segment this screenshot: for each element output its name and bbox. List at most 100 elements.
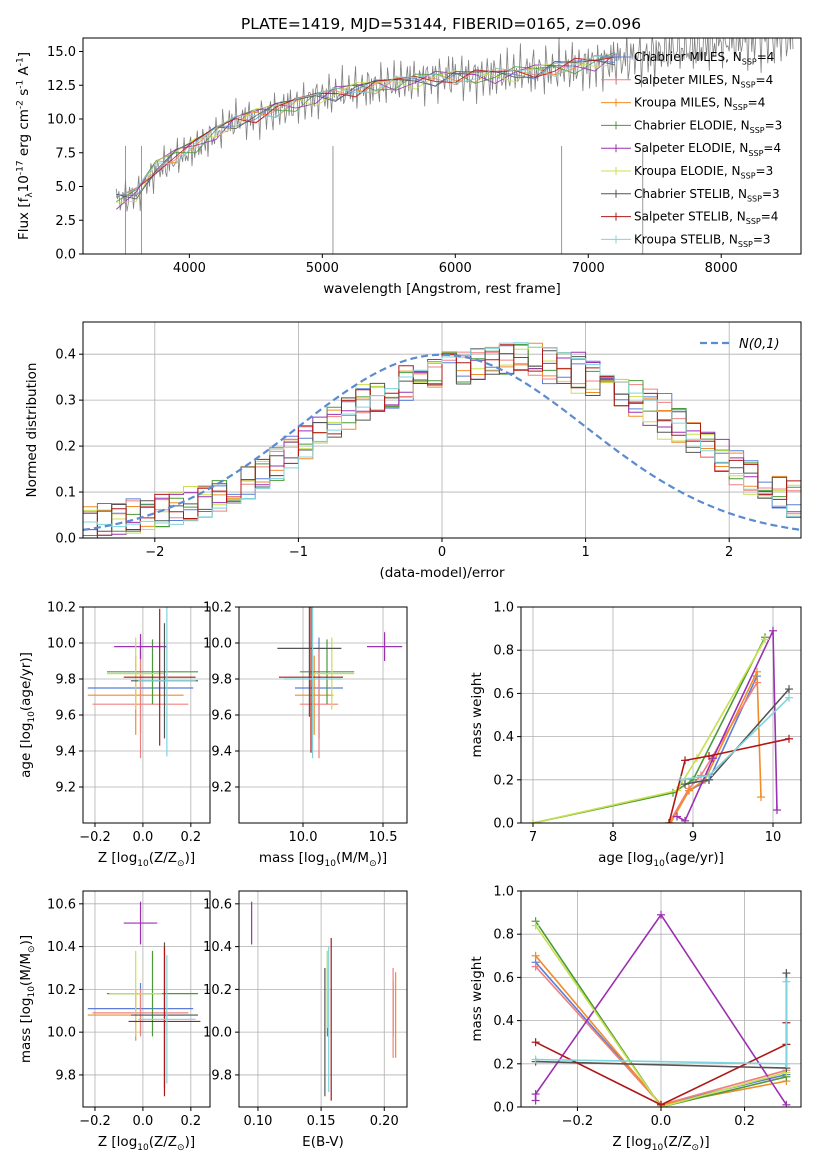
x-tick-label: 10.0	[289, 830, 318, 845]
y-tick-label: 9.8	[211, 1068, 232, 1083]
legend-label-1: Salpeter MILES, NSSP​=4	[634, 73, 773, 90]
axes-frame-z-mass	[82, 890, 211, 1108]
panel-age-weight: 7 8 9 10 0.0 0.2 0.4 0.6 0.8 1.0 age [log10​(age/y…	[469, 601, 802, 869]
y-tick-label: 10.2	[203, 983, 232, 998]
x-tick-label: −0.2	[562, 1114, 594, 1129]
panel-residuals: N(0,1) −2 −1 0 1 2 0.0 0.1 0.2 0.3 0.4 (data-model)…	[24, 321, 802, 581]
weight-line-5	[534, 925, 787, 1107]
y-tick-label: 10.6	[203, 897, 232, 912]
y-tick-label: 0.0	[493, 817, 514, 832]
plot-area-mass-age	[277, 607, 403, 759]
x-tick-label: 10.5	[369, 830, 398, 845]
y-tick-label: 0.3	[55, 394, 76, 409]
histogram-step-7	[83, 344, 801, 538]
x-tick-label: 8000	[705, 261, 738, 276]
y-tick-label: 10.6	[47, 897, 76, 912]
plot-area-z-age	[87, 607, 199, 759]
y-tick-label: 0.4	[55, 348, 76, 363]
y-tick-label: 10.0	[203, 637, 232, 652]
y-tick-label: 0.0	[55, 248, 76, 263]
panel-spectrum: Chabrier MILES, NSSP​=4 Salpeter MILES, N…	[16, 37, 802, 297]
y-tick-label: 0.8	[493, 928, 514, 943]
x-tick-label: 9	[689, 830, 697, 845]
x-axis-label: Z [log10​(Z/Z⊙​)]	[98, 850, 195, 869]
weight-line-7	[668, 738, 790, 823]
plot-area-residuals	[83, 342, 801, 538]
y-tick-label: 9.6	[211, 709, 232, 724]
y-tick-label: 0.2	[493, 1057, 514, 1072]
y-tick-label: 9.8	[211, 673, 232, 688]
axes-frame-age-weight	[520, 606, 802, 824]
gaussian-curve	[83, 353, 801, 531]
y-tick-label: 10.4	[47, 940, 76, 955]
x-tick-label: 0.2	[180, 1114, 201, 1129]
y-axis-label: Normed distribution	[24, 363, 40, 498]
y-axis-label: mass [log10​(M/M⊙​)]	[18, 935, 37, 1063]
x-axis-label: Z [log10​(Z/Z⊙​)]	[98, 1134, 195, 1153]
y-axis-label: age [log10​(age/yr)]	[18, 652, 37, 778]
plot-area-ebv-mass	[251, 901, 397, 1101]
x-axis-label: age [log10​(age/yr)]	[598, 850, 724, 869]
y-axis-label: Flux [fλ​10-17​ erg cm-2​ s-1​ A-1​]	[16, 52, 35, 240]
x-axis-label: mass [log10​(M/M⊙​)]	[259, 850, 387, 869]
y-tick-label: 10.4	[203, 940, 232, 955]
figure-title: PLATE=1419, MJD=53144, FIBERID=0165, z=0…	[241, 15, 641, 33]
y-tick-label: 0.6	[493, 687, 514, 702]
x-tick-label: 2	[725, 545, 733, 560]
y-tick-label: 0.2	[493, 773, 514, 788]
y-tick-label: 10.2	[203, 601, 232, 616]
x-axis-label: (data-model)/error	[379, 565, 505, 581]
panel-z-weight: −0.2 0.0 0.2 0.0 0.2 0.4 0.6 0.8 1.0 Z [log10​(Z/…	[469, 885, 802, 1153]
x-tick-label: 5000	[306, 261, 339, 276]
y-tick-label: 10.0	[203, 1026, 232, 1041]
x-tick-label: 4000	[173, 261, 206, 276]
plot-area-age-weight	[529, 626, 793, 823]
legend-label-5: Kroupa ELODIE, NSSP​=3	[634, 164, 773, 181]
y-tick-label: 0.4	[493, 730, 514, 745]
y-tick-label: 9.8	[55, 1068, 76, 1083]
y-tick-label: 7.5	[55, 146, 76, 161]
legend-label-6: Chabrier STELIB, NSSP​=3	[634, 187, 780, 204]
y-tick-label: 0.6	[493, 971, 514, 986]
x-axis-label: wavelength [Angstrom, rest frame]	[323, 281, 561, 297]
y-tick-label: 1.0	[493, 601, 514, 616]
x-tick-label: 0.2	[180, 830, 201, 845]
y-tick-label: 15.0	[47, 45, 76, 60]
weight-line-3	[534, 920, 787, 1107]
y-tick-label: 0.8	[493, 644, 514, 659]
y-tick-label: 9.4	[211, 745, 232, 760]
y-tick-label: 12.5	[47, 79, 76, 94]
axes-frame-ebv-mass	[238, 890, 408, 1108]
x-tick-label: −1	[289, 545, 308, 560]
x-tick-label: 0.10	[243, 1114, 272, 1129]
legend-label-2: Kroupa MILES, NSSP​=4	[634, 96, 765, 113]
x-tick-label: 8	[609, 830, 617, 845]
legend-label-0: Chabrier MILES, NSSP​=4	[634, 50, 774, 67]
y-tick-label: 0.0	[55, 532, 76, 547]
panels: Chabrier MILES, NSSP​=4 Salpeter MILES, N…	[16, 37, 802, 1153]
x-tick-label: −0.2	[79, 830, 111, 845]
x-tick-label: 1	[581, 545, 589, 560]
y-tick-label: 0.0	[493, 1101, 514, 1116]
x-tick-label: 0.0	[133, 1114, 154, 1129]
x-tick-label: −2	[145, 545, 164, 560]
x-axis-label: E(B-V)	[302, 1134, 344, 1150]
y-tick-label: 9.8	[55, 673, 76, 688]
x-tick-label: 10	[765, 830, 782, 845]
panel-ebv-mass: 0.10 0.15 0.20 9.8 10.0 10.2 10.4 10.6 E(B-V)	[203, 890, 408, 1150]
y-tick-label: 10.0	[47, 637, 76, 652]
y-tick-label: 10.2	[47, 601, 76, 616]
legend-label-8: Kroupa STELIB, NSSP​=3	[634, 232, 771, 249]
y-tick-label: 9.2	[211, 781, 232, 796]
legend-label-7: Salpeter STELIB, NSSP​=4	[634, 210, 778, 227]
histogram-step-8	[83, 342, 801, 538]
plot-area-z-mass	[87, 901, 201, 1097]
x-tick-label: 0.20	[370, 1114, 399, 1129]
y-tick-label: 0.1	[55, 486, 76, 501]
x-tick-label: 0.2	[734, 1114, 755, 1129]
x-axis-label: Z [log10​(Z/Z⊙​)]	[612, 1134, 709, 1153]
panel-z-age: −0.2 0.0 0.2 9.2 9.4 9.6 9.8 10.0 10.2 Z [log10​(…	[18, 601, 211, 869]
y-tick-label: 5.0	[55, 180, 76, 195]
x-tick-label: 6000	[439, 261, 472, 276]
